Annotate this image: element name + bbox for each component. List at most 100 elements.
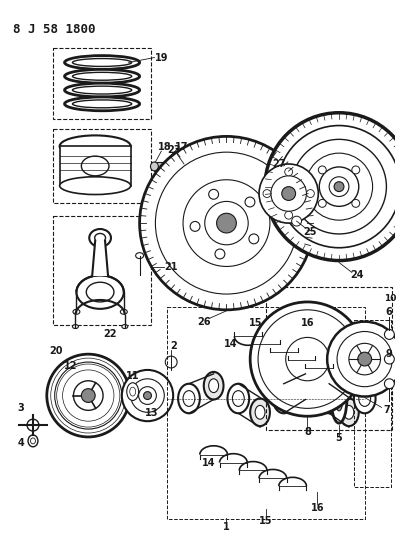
Text: 20: 20 [49,346,62,356]
Ellipse shape [120,309,127,314]
Circle shape [265,113,399,261]
Text: 8 J 58 1800: 8 J 58 1800 [13,23,96,36]
Text: 1: 1 [223,522,230,531]
Circle shape [334,182,344,191]
Text: 14: 14 [224,340,237,349]
Ellipse shape [335,386,343,411]
Circle shape [306,190,314,198]
Circle shape [292,139,386,234]
Circle shape [209,189,219,199]
Bar [154,162,176,171]
Text: 6: 6 [385,307,392,317]
Ellipse shape [65,97,140,111]
Text: 2: 2 [170,341,176,351]
Circle shape [352,166,360,174]
Text: 11: 11 [126,371,139,381]
Ellipse shape [59,177,131,195]
Bar [167,307,365,519]
Circle shape [285,211,292,219]
Text: 26: 26 [197,317,211,327]
Circle shape [318,166,326,174]
Circle shape [258,310,357,408]
Circle shape [81,389,95,402]
Text: 10: 10 [384,294,397,303]
Circle shape [47,354,130,437]
Ellipse shape [73,72,132,80]
Circle shape [282,187,296,200]
Ellipse shape [172,162,180,171]
Circle shape [327,321,399,397]
Circle shape [329,177,349,197]
Ellipse shape [65,55,140,69]
Ellipse shape [73,86,132,94]
Text: 22: 22 [103,329,117,340]
Circle shape [263,190,271,198]
Ellipse shape [296,372,315,400]
Ellipse shape [65,83,140,97]
Ellipse shape [86,282,114,302]
Ellipse shape [81,156,109,176]
Text: 4: 4 [18,438,24,448]
Circle shape [205,201,248,245]
Circle shape [271,176,306,211]
Ellipse shape [318,384,340,413]
Ellipse shape [323,391,335,406]
Text: 14: 14 [202,457,215,467]
Ellipse shape [209,379,219,393]
Text: 7: 7 [383,405,390,415]
Circle shape [155,152,298,294]
Circle shape [217,213,236,233]
Circle shape [318,199,326,207]
Ellipse shape [339,399,359,426]
Circle shape [249,234,259,244]
Ellipse shape [150,162,158,171]
Circle shape [144,392,152,400]
Circle shape [183,180,270,266]
Circle shape [306,153,373,220]
Ellipse shape [255,406,265,419]
Circle shape [337,332,392,386]
Ellipse shape [73,100,132,108]
Circle shape [122,370,173,421]
Ellipse shape [331,374,347,423]
Circle shape [385,354,394,364]
Text: 12: 12 [64,361,77,371]
Ellipse shape [28,435,38,447]
Circle shape [250,302,365,416]
Text: 21: 21 [164,262,178,272]
Circle shape [73,381,103,410]
Ellipse shape [73,309,80,314]
Text: 13: 13 [145,408,158,418]
Ellipse shape [183,391,195,406]
Text: 17: 17 [175,142,189,152]
Circle shape [27,419,39,431]
Ellipse shape [73,59,132,67]
Ellipse shape [344,406,354,419]
Bar [354,320,391,487]
Ellipse shape [59,135,131,157]
Ellipse shape [273,384,294,413]
Ellipse shape [250,399,270,426]
Ellipse shape [127,383,138,400]
Circle shape [292,216,302,226]
Ellipse shape [65,69,140,83]
Ellipse shape [73,325,78,328]
Circle shape [385,329,394,340]
Text: 9: 9 [385,349,392,359]
Circle shape [278,126,399,248]
Circle shape [358,352,371,366]
Circle shape [349,343,381,375]
Ellipse shape [359,391,371,406]
Text: 27: 27 [272,159,286,169]
Circle shape [190,222,200,231]
Circle shape [165,356,177,368]
Circle shape [140,136,313,310]
Text: 5: 5 [336,433,342,443]
Ellipse shape [232,391,244,406]
Circle shape [215,249,225,259]
Circle shape [285,168,292,176]
Text: 19: 19 [154,53,168,62]
Ellipse shape [227,384,249,413]
Circle shape [245,197,255,207]
Text: 16: 16 [301,318,314,328]
